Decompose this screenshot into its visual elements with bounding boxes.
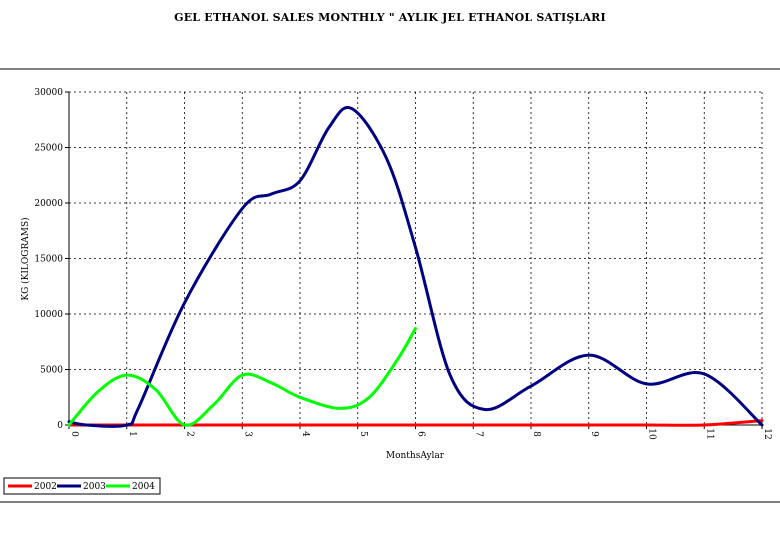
x-tick-label: 2 [185,431,195,437]
series-lines [67,106,764,428]
y-tick-label: 15000 [34,255,63,265]
grid-lines [69,91,763,425]
x-tick-label: 11 [704,428,714,439]
y-tick-label: 5000 [40,366,63,376]
chart-title: GEL ETHANOL SALES MONTHLY " AYLIK JEL ET… [174,11,606,24]
legend-label-2004: 2004 [132,482,155,492]
legend-box [3,477,161,495]
y-tick-label: 25000 [34,144,63,154]
x-tick-label: 7 [473,431,483,437]
series-line-2004 [67,326,417,427]
legend-label-2003: 2003 [83,482,106,492]
y-tick-label: 10000 [34,310,63,320]
axes [65,91,763,429]
series-line-2003 [67,106,764,428]
x-tick-label: 3 [242,431,252,437]
y-axis-label: KG (KILOGRAMS) [20,217,31,300]
y-tick-label: 30000 [34,88,63,98]
x-tick-label: 0 [69,431,79,437]
x-tick-label: 1 [127,431,137,437]
x-tick-label: 4 [300,431,310,437]
x-tick-label: 10 [647,428,657,440]
legend-label-2002: 2002 [34,482,57,492]
legend: 2002 2003 2004 [3,477,161,495]
x-axis-label: MonthsAylar [386,451,445,461]
y-tick-label: 20000 [34,199,63,209]
x-tick-label: 12 [762,428,772,439]
x-tick-label: 6 [416,431,426,437]
x-tick-label: 8 [531,431,541,437]
x-tick-label: 5 [358,431,368,437]
y-tick-label: 0 [57,421,63,431]
x-tick-label: 9 [589,431,599,437]
